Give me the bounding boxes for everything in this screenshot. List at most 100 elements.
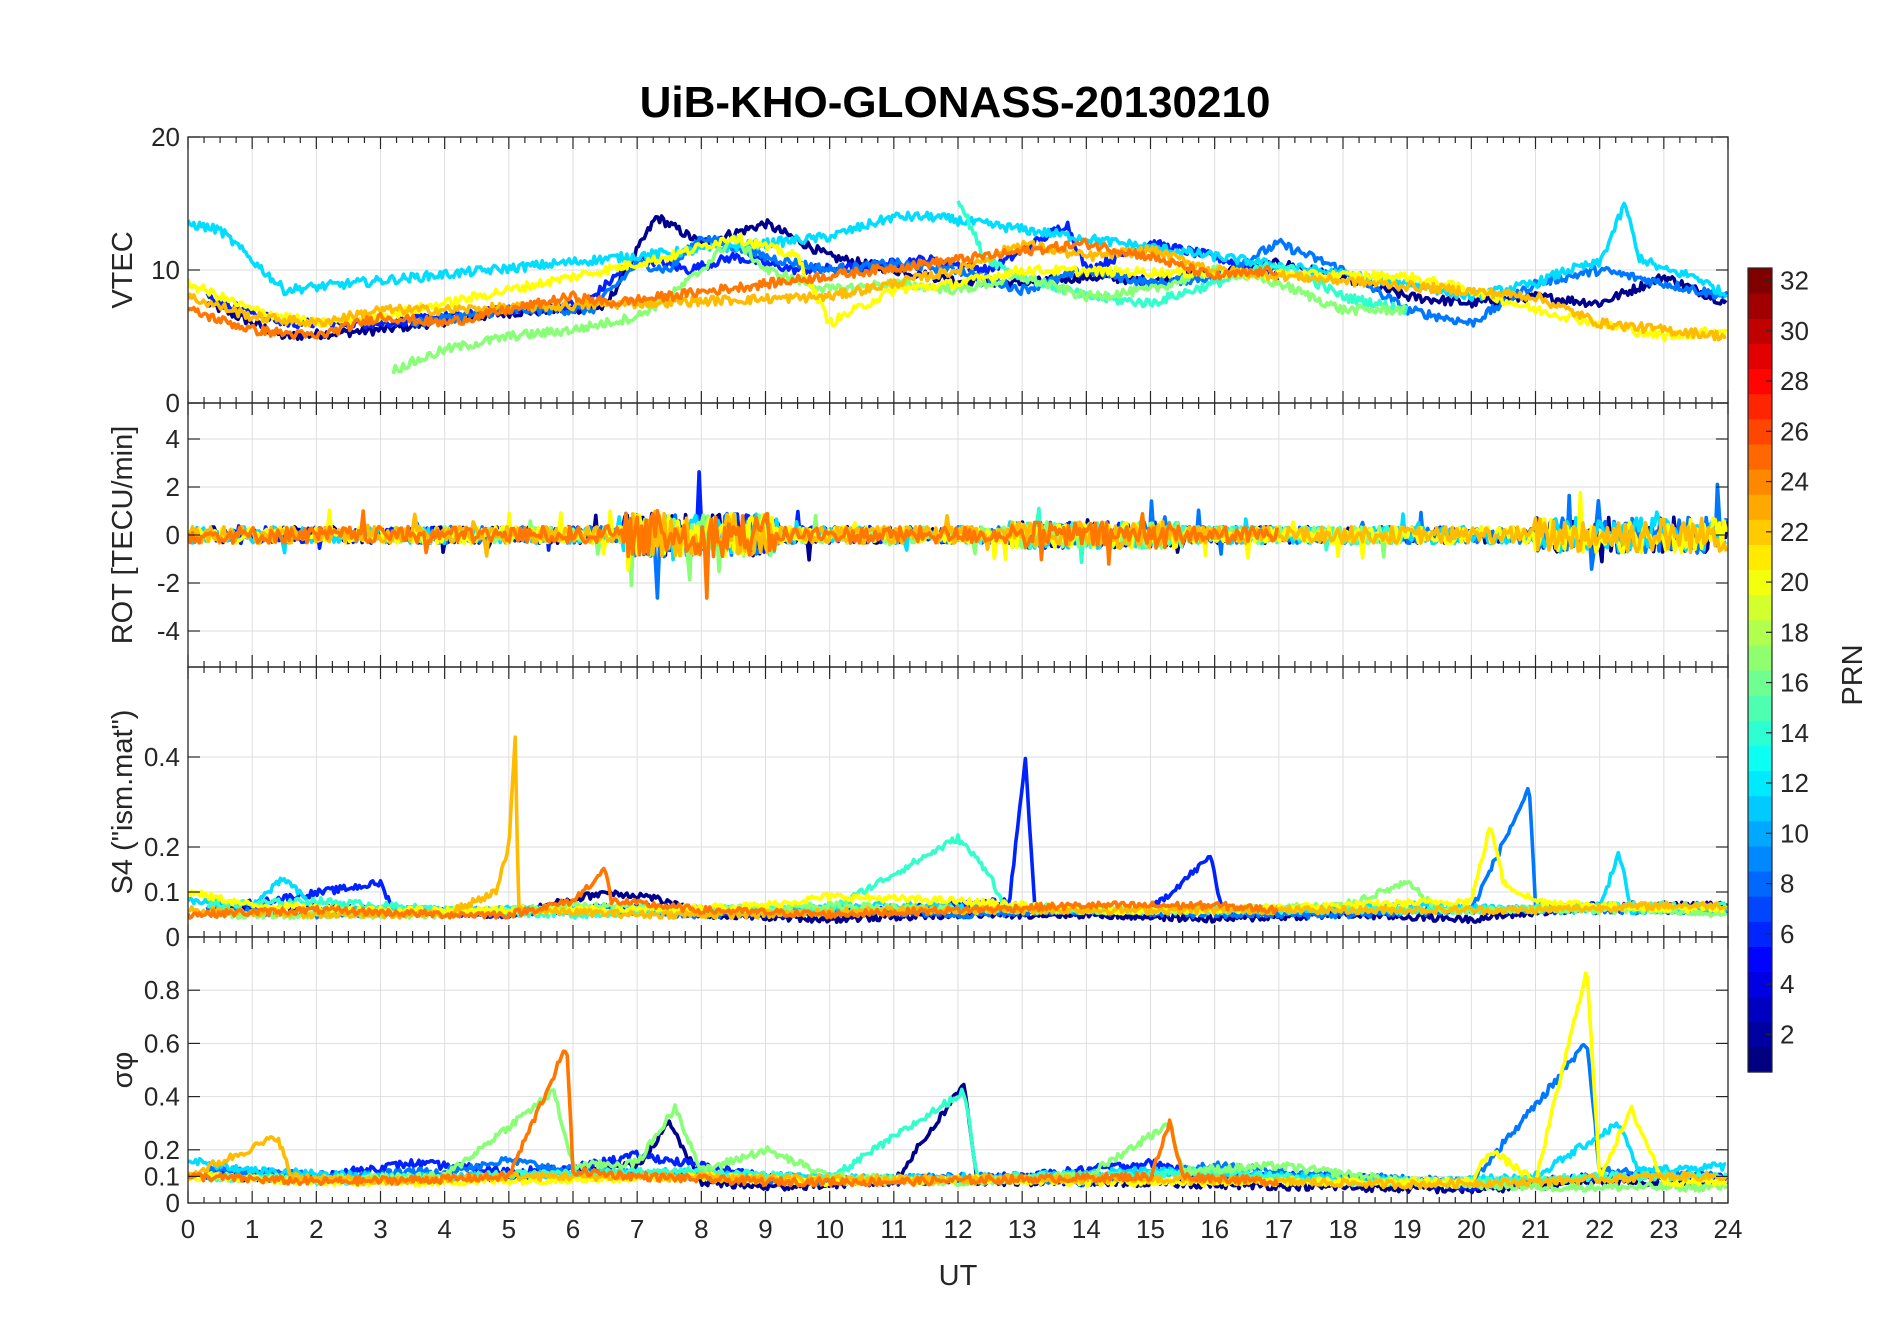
x-tick-label: 17 [1264, 1214, 1293, 1244]
y-tick-label: -4 [157, 616, 180, 646]
chart-title: UiB-KHO-GLONASS-20130210 [640, 78, 1271, 127]
colorbar-frame [1747, 267, 1773, 1073]
x-tick-label: 13 [1008, 1214, 1037, 1244]
colorbar-tick-label: 8 [1780, 869, 1794, 899]
colorbar-swatch [1748, 393, 1772, 420]
series-line-prn-24 [188, 866, 1279, 920]
series-line-prn-22 [188, 735, 1727, 920]
y-tick-label: 2 [166, 472, 180, 502]
series-line-prn-22 [188, 239, 1727, 342]
colorbar-swatch [1748, 745, 1772, 772]
y-tick-label: 0 [166, 520, 180, 550]
y-tick-label: 0 [166, 922, 180, 952]
colorbar-swatch [1748, 695, 1772, 721]
y-tick-label: 0.4 [144, 1082, 180, 1112]
x-tick-label: 9 [758, 1214, 772, 1244]
x-tick-label: 3 [373, 1214, 387, 1244]
colorbar-swatch [1748, 544, 1772, 571]
y-tick-label: 0.1 [144, 877, 180, 907]
colorbar-tick-label: 26 [1780, 416, 1809, 446]
colorbar-tick-label: 10 [1780, 818, 1809, 848]
y-tick-label: -2 [157, 568, 180, 598]
colorbar-swatch [1748, 996, 1772, 1023]
x-tick-label: 19 [1393, 1214, 1422, 1244]
panel-rot: -4 -2 0 2 4 ROT [TECU/min] [107, 402, 1729, 668]
colorbar-tick-label: 12 [1780, 768, 1809, 798]
y-axis-label-sigma: σφ [107, 1052, 139, 1089]
series-line-prn-24 [188, 509, 1279, 600]
colorbar-tick-label: 30 [1780, 316, 1809, 346]
colorbar-tick-label: 4 [1780, 969, 1794, 999]
colorbar-label: PRN [1837, 644, 1869, 705]
x-tick-label: 0 [181, 1214, 195, 1244]
x-tick-label: 4 [437, 1214, 451, 1244]
x-tick-label: 12 [944, 1214, 973, 1244]
x-tick-label: 18 [1329, 1214, 1358, 1244]
y-tick-label: 0.8 [144, 975, 180, 1005]
y-tick-label: 10 [151, 255, 180, 285]
colorbar-swatch [1748, 293, 1772, 319]
y-tick-label: 0.2 [144, 1135, 180, 1165]
colorbar-swatch [1748, 845, 1772, 872]
series-group [188, 470, 1728, 600]
colorbar-swatch [1748, 494, 1772, 520]
series-group [188, 200, 1728, 375]
colorbar-swatch [1748, 443, 1772, 470]
series-line-prn-20 [188, 971, 1728, 1188]
x-tick-label: 8 [694, 1214, 708, 1244]
y-axis-label-s4: S4 ("ism.mat") [107, 710, 139, 895]
colorbar-tick-label: 32 [1780, 266, 1809, 296]
y-tick-label: 0.4 [144, 742, 180, 772]
x-tick-label: 6 [566, 1214, 580, 1244]
series-group [188, 971, 1728, 1195]
x-tick-label: 11 [880, 1214, 907, 1244]
colorbar-swatch [1748, 946, 1772, 973]
y-axis-label-vtec: VTEC [107, 231, 139, 308]
colorbar-swatch [1748, 896, 1772, 922]
x-tick-label: 7 [630, 1214, 644, 1244]
x-tick-label: 23 [1649, 1214, 1678, 1244]
colorbar-tick-label: 2 [1780, 1019, 1794, 1049]
series-line-prn-20 [188, 826, 1728, 916]
colorbar-tick-label: 20 [1780, 567, 1809, 597]
x-tick-label: 24 [1714, 1214, 1743, 1244]
colorbar-tick-label: 6 [1780, 919, 1794, 949]
colorbar-tick-label: 24 [1780, 467, 1809, 497]
colorbar-tick-label: 16 [1780, 668, 1809, 698]
series-line-prn-12 [188, 201, 1728, 302]
y-tick-label: 0.1 [144, 1161, 180, 1191]
x-tick-label: 1 [245, 1214, 259, 1244]
colorbar-swatch [1748, 343, 1772, 370]
colorbar-tick-label: 28 [1780, 366, 1809, 396]
y-axis-label-rot: ROT [TECU/min] [107, 426, 139, 645]
x-tick-label: 14 [1072, 1214, 1101, 1244]
colorbar-swatch [1748, 594, 1772, 621]
panel-s4: 0 0.1 0.2 0.4S4 ("ism.mat") [107, 666, 1729, 952]
x-tick-label: 21 [1521, 1214, 1550, 1244]
x-tick-label: 10 [815, 1214, 844, 1244]
x-tick-label: 2 [309, 1214, 323, 1244]
x-tick-label: 22 [1585, 1214, 1614, 1244]
colorbar-swatch [1748, 795, 1772, 822]
y-tick-label: 20 [151, 122, 180, 152]
y-tick-label: 0 [166, 388, 180, 418]
colorbar-tick-label: 18 [1780, 617, 1809, 647]
y-tick-label: 0.6 [144, 1028, 180, 1058]
colorbar-tick-label: 22 [1780, 517, 1809, 547]
series-group [188, 735, 1728, 925]
x-axis-label: UT [939, 1260, 978, 1292]
panel-vtec: 0 10 20 VTEC [107, 122, 1729, 418]
x-tick-label: 20 [1457, 1214, 1486, 1244]
x-tick-label: 15 [1136, 1214, 1165, 1244]
series-line-prn-5 [205, 756, 1727, 920]
series-line-prn-24 [188, 237, 1279, 340]
colorbar-swatch [1748, 1046, 1772, 1073]
y-tick-label: 0 [166, 1188, 180, 1218]
series-line-prn-24 [188, 1049, 1280, 1188]
x-tick-label: 16 [1200, 1214, 1229, 1244]
colorbar-tick-label: 14 [1780, 718, 1809, 748]
y-tick-label: 4 [166, 424, 180, 454]
